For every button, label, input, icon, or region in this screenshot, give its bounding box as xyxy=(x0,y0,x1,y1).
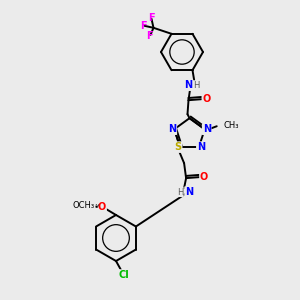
Text: S: S xyxy=(175,142,182,152)
Text: N: N xyxy=(168,124,176,134)
Text: H: H xyxy=(177,188,183,196)
Text: H: H xyxy=(193,81,200,90)
Text: N: N xyxy=(185,187,193,197)
Text: F: F xyxy=(148,13,155,23)
Text: O: O xyxy=(200,172,208,182)
Text: methoxy: methoxy xyxy=(72,203,100,208)
Text: N: N xyxy=(184,80,193,90)
Text: Cl: Cl xyxy=(118,270,129,280)
Text: O: O xyxy=(98,202,106,212)
Text: OCH₃: OCH₃ xyxy=(73,202,95,211)
Text: O: O xyxy=(202,94,211,104)
Text: N: N xyxy=(197,142,205,152)
Text: F: F xyxy=(140,21,147,31)
Text: F: F xyxy=(146,31,153,41)
Text: N: N xyxy=(203,124,211,134)
Text: CH₃: CH₃ xyxy=(224,121,239,130)
